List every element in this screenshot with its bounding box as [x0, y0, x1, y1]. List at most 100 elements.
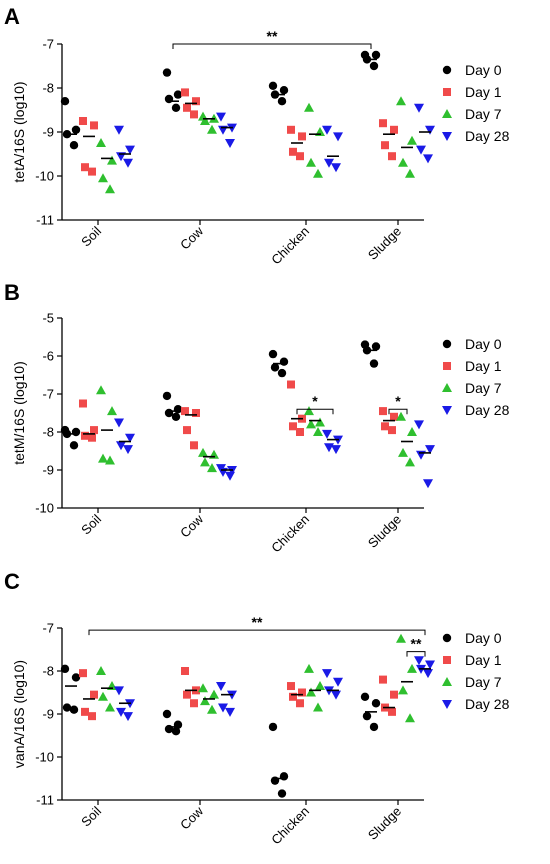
data-point-day-1	[88, 433, 96, 442]
data-point-day-28	[425, 660, 435, 670]
data-point-day-1	[289, 422, 297, 431]
legend-marker	[442, 339, 452, 349]
data-point-day-0	[369, 722, 379, 732]
legend-marker	[442, 65, 452, 75]
data-point-day-0	[268, 722, 278, 732]
data-point-day-1	[190, 699, 198, 708]
data-point-day-1	[390, 412, 398, 421]
data-point-day-0	[162, 391, 172, 401]
data-point-day-7	[407, 427, 417, 436]
data-point-day-1	[287, 380, 295, 389]
data-point-day-0	[62, 703, 72, 712]
data-point-day-0	[171, 412, 181, 421]
data-point-day-7	[405, 457, 415, 467]
data-point-day-0	[362, 711, 372, 721]
data-point-day-1	[388, 707, 396, 716]
legend-marker	[443, 656, 451, 664]
data-point-day-7	[407, 135, 417, 145]
data-point-day-28	[414, 103, 424, 113]
x-category-label: Chicken	[268, 224, 312, 268]
data-point-day-0	[268, 349, 278, 359]
data-point-day-1	[388, 152, 396, 161]
y-tick-label: -5	[42, 311, 54, 326]
data-point-day-7	[398, 685, 408, 695]
panel-C: C -7 -8 -9 -10 -11 vanA/16S (log10) Soil Cow Chic…	[4, 569, 510, 847]
significance-label: *	[395, 393, 401, 409]
data-point-day-28	[125, 145, 135, 155]
data-point-day-0	[268, 81, 278, 91]
data-point-day-0	[171, 727, 181, 736]
data-point-day-7	[396, 96, 406, 106]
y-tick-label: -7	[42, 621, 54, 636]
data-point-day-1	[79, 117, 87, 125]
data-point-day-0	[277, 368, 287, 378]
data-point-day-1	[88, 712, 96, 721]
data-point-day-1	[81, 163, 89, 172]
data-point-day-28	[123, 158, 133, 168]
data-point-day-1	[296, 699, 304, 708]
data-point-day-1	[183, 103, 191, 112]
panel-A: A -7 -8 -9 -10 -11 tetA/16S (log10) Soil Cow Chic…	[4, 4, 510, 267]
data-point-day-28	[423, 479, 433, 489]
data-point-day-7	[306, 157, 316, 167]
data-point-day-28	[423, 154, 433, 164]
data-point-day-0	[69, 705, 79, 714]
panel-B: B -5 -6 -7 -8 -9 -10 tetM/16S (log10) Soil Cow Chi…	[4, 280, 510, 555]
legend-label: Day 7	[465, 674, 502, 690]
y-axis-title: tetA/16S (log10)	[11, 81, 27, 182]
data-point-day-28	[218, 703, 228, 713]
y-tick-label: -7	[42, 37, 54, 52]
data-point-day-0	[173, 405, 183, 414]
data-point-day-0	[69, 141, 79, 150]
data-point-day-0	[371, 342, 381, 351]
data-point-day-7	[315, 417, 325, 427]
data-point-day-1	[81, 707, 89, 716]
data-point-day-0	[171, 103, 181, 113]
legend-label: Day 1	[465, 358, 502, 374]
data-point-day-7	[207, 124, 217, 134]
data-point-day-1	[289, 147, 297, 156]
data-point-day-1	[381, 141, 389, 150]
legend-marker	[442, 700, 452, 709]
data-point-day-28	[414, 656, 424, 666]
data-point-day-1	[88, 167, 96, 176]
data-point-day-28	[125, 433, 135, 443]
significance-bracket	[88, 629, 426, 636]
data-point-day-7	[107, 406, 117, 416]
data-point-day-28	[414, 420, 424, 430]
y-tick-label: -9	[42, 125, 54, 140]
data-point-day-1	[289, 692, 297, 701]
y-tick-label: -11	[36, 793, 54, 808]
significance-bracket	[172, 43, 372, 49]
x-category-label: Cow	[177, 803, 206, 832]
data-point-day-1	[90, 121, 98, 130]
y-tick-label: -10	[35, 750, 54, 765]
data-point-day-7	[398, 447, 408, 457]
data-point-day-0	[69, 441, 79, 450]
data-point-day-1	[181, 407, 189, 416]
data-point-day-7	[96, 138, 106, 147]
data-point-day-28	[123, 712, 133, 722]
data-point-day-7	[304, 102, 314, 112]
data-point-day-1	[79, 669, 87, 678]
y-tick-label: -9	[42, 707, 54, 722]
x-category-label: Sludge	[365, 224, 404, 263]
x-category-label: Sludge	[365, 804, 404, 843]
data-point-day-7	[313, 168, 323, 178]
data-point-day-28	[331, 445, 341, 455]
data-point-day-28	[114, 125, 124, 135]
significance-label: **	[252, 614, 263, 630]
y-tick-label: -10	[35, 169, 54, 184]
y-tick-label: -8	[42, 425, 54, 440]
legend-marker	[442, 383, 452, 392]
data-point-day-7	[96, 666, 106, 675]
legend-marker	[442, 677, 452, 686]
significance-bracket	[406, 651, 426, 657]
data-point-day-1	[183, 426, 191, 435]
data-point-day-1	[381, 422, 389, 431]
data-point-day-28	[225, 139, 235, 148]
data-point-day-7	[396, 411, 406, 421]
data-point-day-0	[277, 789, 287, 798]
data-point-day-1	[181, 667, 189, 675]
